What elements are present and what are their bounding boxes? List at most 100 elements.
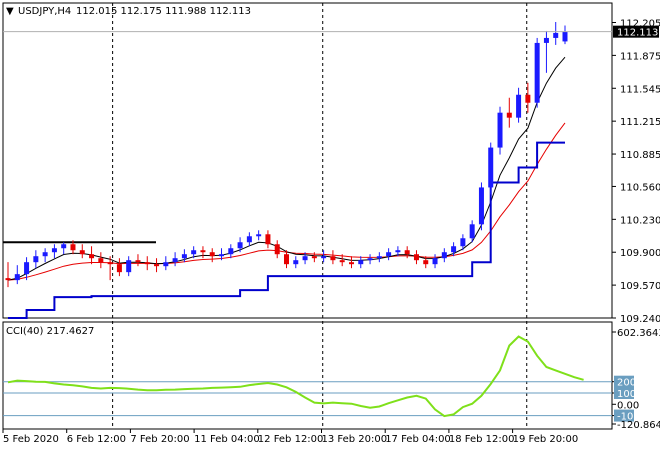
candle-body bbox=[302, 256, 308, 261]
time-tick-label: 5 Feb 2020 bbox=[3, 434, 59, 445]
candle-body bbox=[61, 244, 67, 249]
price-tick-label: 111.875 bbox=[620, 51, 660, 62]
cci-panel-frame bbox=[2, 321, 613, 430]
candle-body bbox=[172, 258, 178, 263]
cci-level-badge bbox=[614, 375, 634, 388]
candle-body bbox=[516, 94, 522, 118]
candle-body bbox=[460, 238, 466, 247]
trailing-stop-line bbox=[8, 141, 565, 319]
cci-tick-label: 200 bbox=[617, 378, 636, 389]
candle-body bbox=[339, 260, 345, 263]
candle-body bbox=[534, 42, 540, 103]
candle-body bbox=[451, 246, 457, 253]
price-tick-label: 111.215 bbox=[620, 117, 660, 128]
time-tick-label: 11 Feb 04:00 bbox=[194, 434, 260, 445]
ohlc-readout: 112.015 112.175 111.988 112.113 bbox=[76, 6, 251, 17]
time-tick-label: 17 Feb 04:00 bbox=[385, 434, 451, 445]
time-axis: 5 Feb 2020 6 Feb 12:00 7 Feb 20:00 11 Feb 0… bbox=[2, 429, 579, 445]
time-tick-label: 13 Feb 20:00 bbox=[322, 434, 388, 445]
candle-body bbox=[274, 244, 280, 255]
candle-body bbox=[24, 262, 30, 275]
candle-body bbox=[478, 187, 484, 225]
price-axis: 112.205 111.875 111.545 111.215 110.885 110.5… bbox=[612, 18, 660, 325]
candle-body bbox=[386, 252, 392, 257]
candle-body bbox=[163, 262, 169, 267]
price-tick-label: 109.570 bbox=[620, 281, 660, 292]
cci-indicator bbox=[7, 335, 584, 418]
candle-body bbox=[413, 254, 419, 261]
vertical-separators bbox=[112, 3, 528, 429]
cci-level-badge bbox=[614, 386, 634, 399]
symbol-title: USDJPY,H4 bbox=[18, 6, 71, 17]
candle-body bbox=[488, 147, 494, 188]
cci-level-badge bbox=[614, 409, 634, 422]
candle-body bbox=[432, 258, 438, 265]
candle-body bbox=[135, 260, 141, 263]
candle-body bbox=[358, 260, 364, 265]
candle-body bbox=[256, 234, 262, 237]
candle-body bbox=[553, 32, 559, 38]
candle-body bbox=[284, 254, 289, 265]
candle-body bbox=[79, 250, 85, 255]
candle-body bbox=[126, 260, 132, 273]
candle-body bbox=[219, 254, 225, 257]
candlesticks bbox=[5, 21, 568, 288]
current-price-label: 112.113 bbox=[617, 28, 658, 39]
candle-body bbox=[200, 250, 206, 253]
candle-body bbox=[423, 260, 429, 265]
candle-body bbox=[191, 250, 197, 255]
cci-tick-label: 602.3643 bbox=[617, 328, 660, 339]
candle-body bbox=[33, 256, 39, 263]
candle-body bbox=[237, 242, 243, 249]
cci-label: CCI(40) 217.4627 bbox=[6, 326, 94, 337]
price-tick-label: 109.240 bbox=[620, 314, 660, 325]
time-tick-label: 6 Feb 12:00 bbox=[67, 434, 126, 445]
candle-body bbox=[404, 250, 410, 255]
candle-body bbox=[209, 252, 215, 257]
window-header: ▼ USDJPY,H4 112.015 112.175 111.988 112.… bbox=[6, 6, 251, 17]
price-tick-label: 110.885 bbox=[620, 150, 660, 161]
candle-body bbox=[51, 248, 57, 253]
candle-body bbox=[311, 256, 317, 259]
candle-body bbox=[265, 234, 271, 245]
candle-body bbox=[562, 31, 568, 42]
cci-tick-label: 100 bbox=[617, 389, 636, 400]
current-price-box bbox=[613, 25, 659, 38]
current-price-marker: 112.113 bbox=[3, 25, 659, 39]
candle-body bbox=[107, 262, 113, 265]
candle-body bbox=[14, 274, 20, 281]
cci-level-lines bbox=[3, 381, 612, 417]
candle-body bbox=[5, 278, 11, 281]
candle-body bbox=[441, 252, 447, 259]
price-panel-frame bbox=[2, 2, 613, 319]
candle-body bbox=[367, 258, 373, 261]
price-tick-label: 110.230 bbox=[620, 215, 660, 226]
candle-body bbox=[144, 262, 150, 265]
candle-body bbox=[330, 256, 336, 261]
candle-body bbox=[246, 236, 252, 243]
price-tick-label: 109.900 bbox=[620, 248, 660, 259]
candle-body bbox=[497, 112, 503, 148]
candle-body bbox=[116, 264, 122, 273]
candle-body bbox=[154, 264, 160, 267]
time-tick-label: 7 Feb 20:00 bbox=[130, 434, 189, 445]
candle-body bbox=[293, 260, 299, 265]
candle-body bbox=[98, 258, 104, 263]
menu-arrow-icon[interactable]: ▼ bbox=[6, 6, 14, 17]
candle-body bbox=[543, 37, 549, 43]
price-tick-label: 110.560 bbox=[620, 182, 660, 193]
cci-series-line bbox=[7, 335, 584, 418]
time-tick-label: 12 Feb 12:00 bbox=[258, 434, 324, 445]
cci-tick-label: -120.8646 bbox=[617, 420, 660, 431]
cci-tick-label: 0.00 bbox=[617, 400, 639, 411]
cci-tick-label: -100 bbox=[617, 412, 640, 423]
candle-body bbox=[89, 254, 95, 259]
time-tick-label: 19 Feb 20:00 bbox=[513, 434, 579, 445]
candle-body bbox=[506, 112, 512, 118]
candle-body bbox=[348, 262, 354, 265]
price-tick-label: 111.545 bbox=[620, 84, 660, 95]
candle-body bbox=[395, 250, 401, 253]
